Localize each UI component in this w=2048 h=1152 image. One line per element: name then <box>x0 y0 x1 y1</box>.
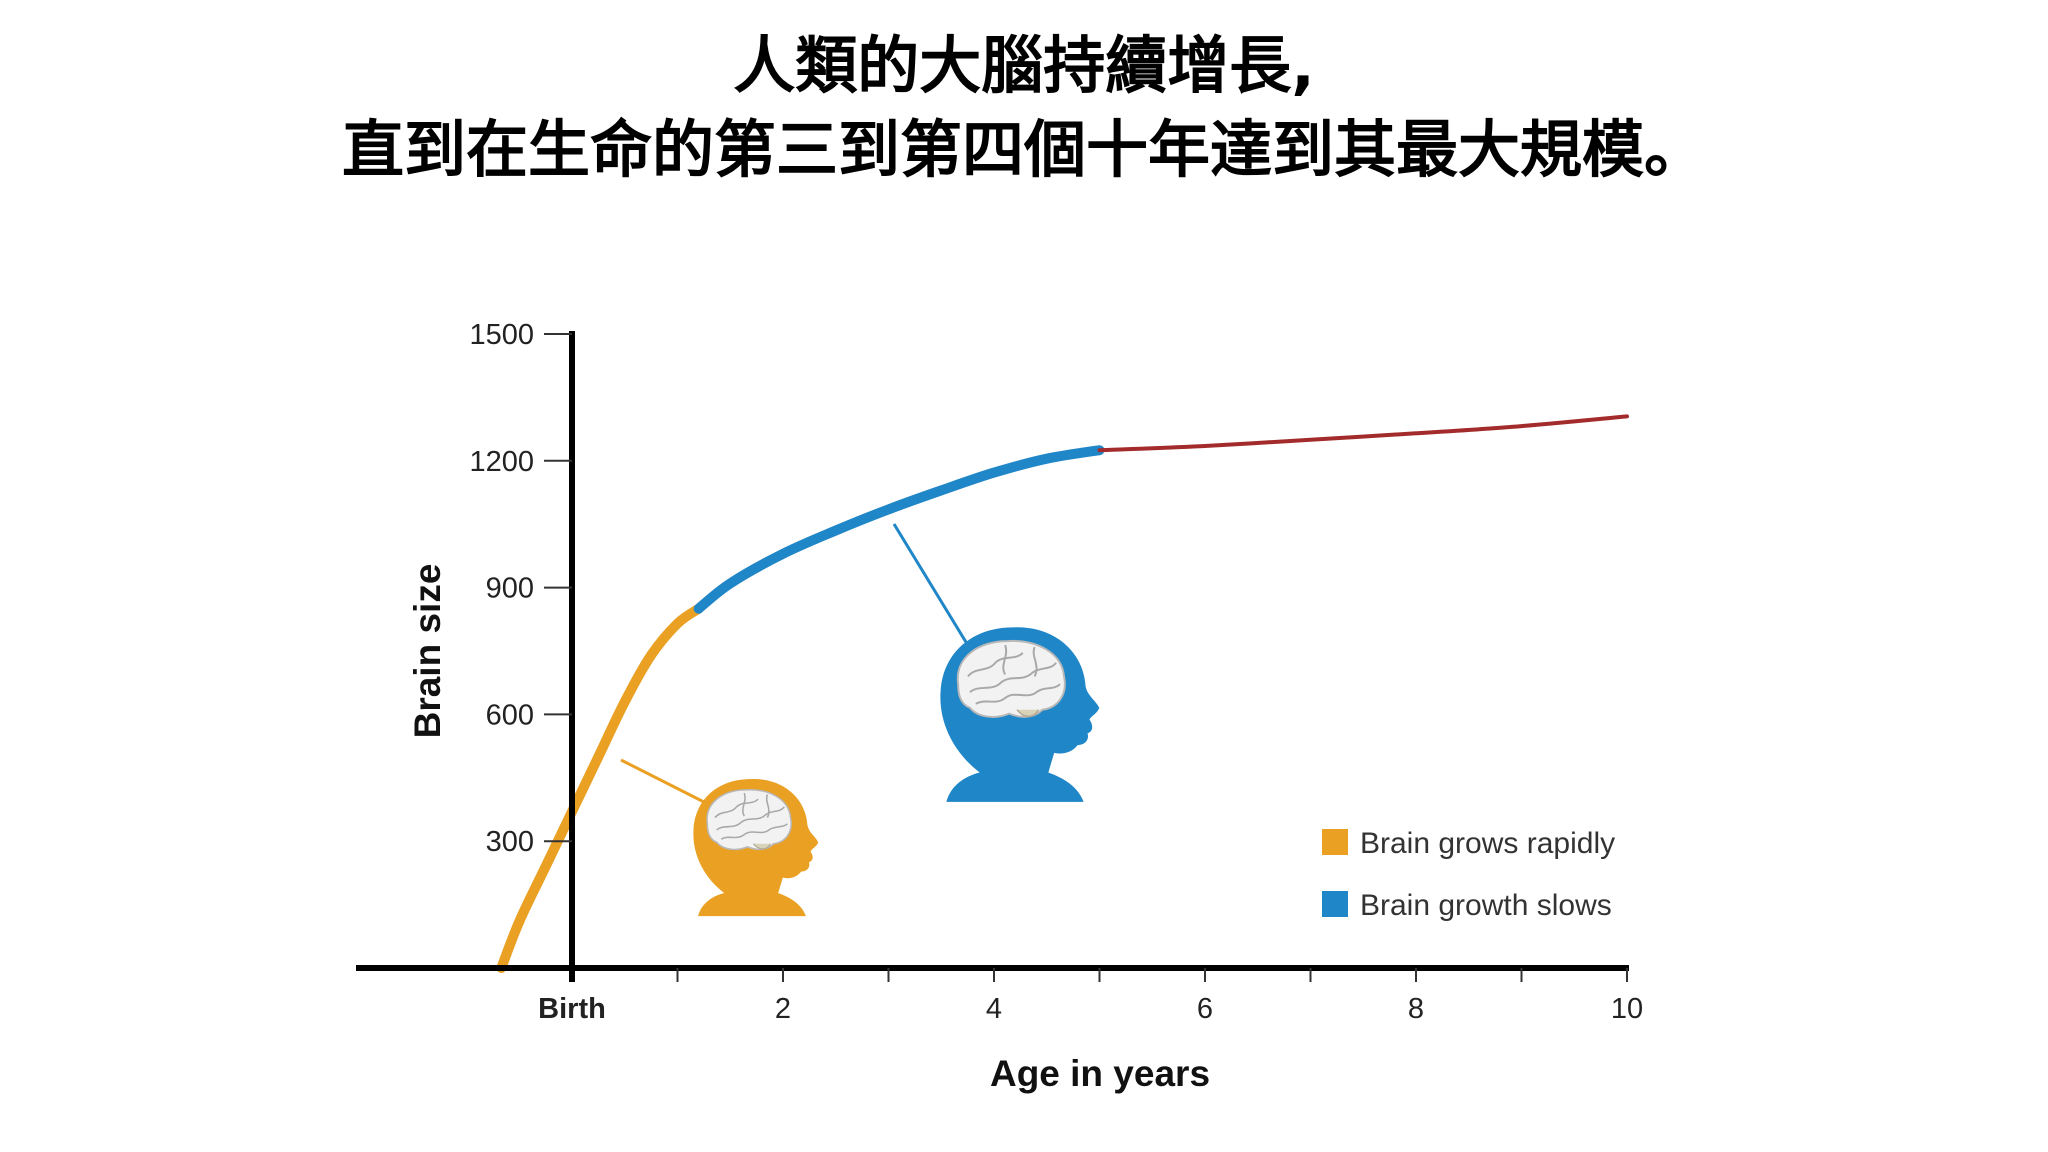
x-tick-label: 2 <box>775 993 791 1025</box>
legend-label: Brain growth slows <box>1360 889 1612 922</box>
x-tick-label: Birth <box>538 993 606 1025</box>
title-line-1: 人類的大腦持續增長, <box>733 29 1315 102</box>
y-tick-label: 900 <box>486 573 534 605</box>
x-tick-label: 4 <box>986 993 1002 1025</box>
y-tick-label: 600 <box>486 699 534 731</box>
brain-fold <box>967 652 1024 678</box>
legend-label: Brain grows rapidly <box>1360 827 1615 860</box>
child-head-icon <box>940 627 1100 802</box>
annotation-icons <box>693 627 1100 917</box>
x-tick-label: 10 <box>1611 993 1643 1025</box>
axes: Birth 2 4 6 8 10 300 600 900 1200 1500 Age in years… <box>356 319 1643 1094</box>
brain-fold <box>1002 644 1008 675</box>
brain-fold <box>765 794 770 818</box>
cerebellum <box>1016 709 1040 718</box>
y-tick-label: 300 <box>486 826 534 858</box>
brain-fold <box>714 798 759 819</box>
brain-fold <box>969 662 1057 693</box>
legend-swatch <box>1322 829 1348 855</box>
brain-fold <box>1032 646 1038 677</box>
series-layer <box>496 414 1629 973</box>
y-tick-label: 1200 <box>469 446 534 478</box>
infant-head-icon <box>693 779 819 917</box>
series-line-brain-grows-rapidly <box>496 603 704 973</box>
series-line-later-growth <box>1097 414 1629 453</box>
x-tick-label: 6 <box>1197 993 1213 1025</box>
title-line-2: 直到在生命的第三到第四個十年達到其最大規模。 <box>341 113 1706 186</box>
x-axis-title: Age in years <box>990 1053 1210 1094</box>
x-tick-label: 8 <box>1408 993 1424 1025</box>
legend-swatch <box>1322 891 1348 917</box>
callout-lines <box>620 523 974 804</box>
legend: Brain grows rapidly Brain growth slows <box>1322 827 1615 922</box>
brain-fold <box>742 792 746 817</box>
y-tick-label: 1500 <box>469 319 534 351</box>
brain-fold <box>720 823 788 840</box>
y-axis-title: Brain size <box>407 564 448 739</box>
brain-fold <box>716 806 785 831</box>
series-line-brain-growth-slows <box>693 445 1105 614</box>
cerebellum <box>753 843 771 850</box>
callout-line-rapid <box>620 758 705 804</box>
page-title: 人類的大腦持續增長, 直到在生命的第三到第四個十年達到其最大規模。 <box>0 24 2048 192</box>
callout-line-slows <box>892 523 974 653</box>
brain-fold <box>975 683 1061 705</box>
